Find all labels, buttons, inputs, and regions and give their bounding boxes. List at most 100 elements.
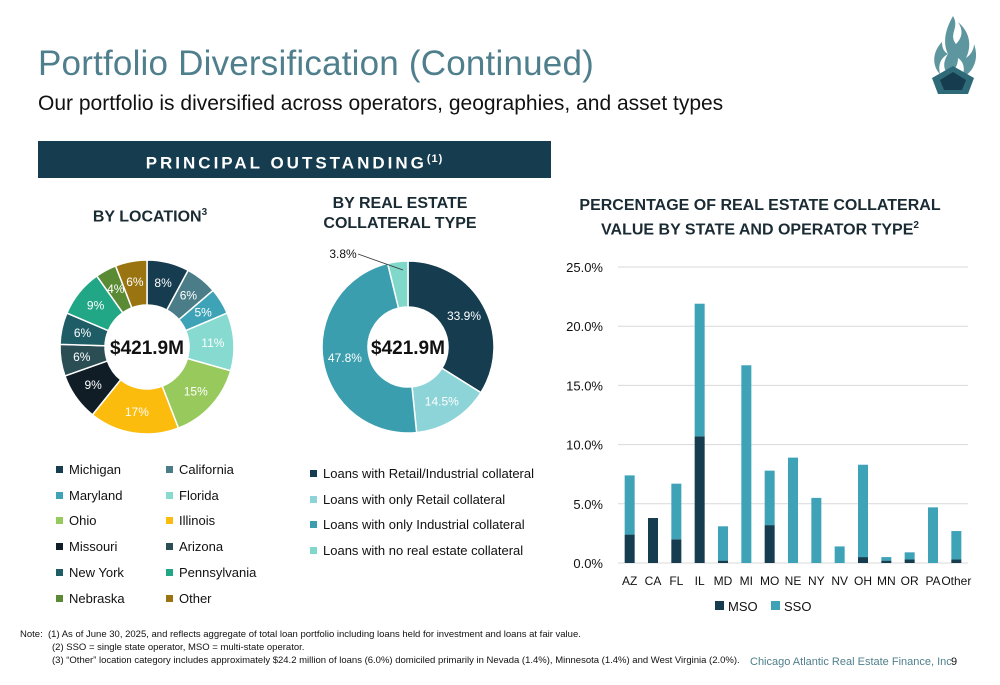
x-tick-label-il: IL — [695, 574, 705, 588]
slice-label-nebraska: 4% — [107, 282, 125, 296]
bar-mso-il — [694, 436, 705, 563]
note-line-2: (2) SSO = single state operator, MSO = m… — [52, 642, 305, 653]
bar-sso-pa — [928, 507, 938, 563]
legend-label: Loans with no real estate collateral — [323, 543, 524, 558]
state-chart-title: PERCENTAGE OF REAL ESTATE COLLATERAL VAL… — [570, 196, 950, 240]
slice-label-new-york: 6% — [74, 326, 92, 340]
slice-label-loans-with-only-retail-collateral: 14.5% — [425, 394, 459, 408]
footnotes: Note: (1) As of June 30, 2025, and refle… — [20, 628, 740, 667]
legend-item-loans-with-only-industrial-collateral: Loans with only Industrial collateral — [310, 517, 525, 532]
slice-loans-with-retail-industrial-collateral — [407, 260, 495, 394]
bar-sso-mn — [881, 557, 892, 561]
bar-sso-ny — [811, 497, 822, 563]
legend-swatch — [166, 543, 173, 551]
bar-sso-other — [951, 531, 962, 560]
legend-swatch — [310, 547, 317, 554]
legend-swatch — [56, 594, 63, 602]
leader-line-loans-with-no-real-estate-collateral — [357, 253, 404, 271]
legend-label-sso: SSO — [784, 599, 811, 614]
legend-swatch-sso — [771, 601, 780, 610]
page-subtitle: Our portfolio is diversified across oper… — [38, 92, 724, 115]
slice-label-loans-with-only-industrial-collateral: 47.8% — [328, 351, 362, 365]
legend-label: Illinois — [179, 513, 216, 529]
legend-item-nebraska: Nebraska — [56, 591, 125, 606]
legend-label: Maryland — [69, 487, 123, 503]
legend-label: New York — [69, 564, 124, 580]
legend-swatch — [166, 568, 173, 576]
slice-label-florida: 11% — [201, 336, 224, 350]
slice-label-california: 6% — [180, 289, 198, 303]
legend-label: Other — [179, 590, 212, 606]
legend-item-ohio: Ohio — [56, 513, 96, 528]
slice-label-ohio: 15% — [184, 384, 208, 398]
location-donut-chart: 8%6%5%11%15%17%9%6%6%9%4% 6%$421.9M — [59, 259, 235, 435]
legend-label: Florida — [179, 487, 219, 503]
slice-label-arizona: 6% — [73, 350, 91, 364]
bar-sso-or — [904, 552, 915, 560]
legend-label: Ohio — [69, 513, 97, 529]
bar-mso-ca — [648, 518, 658, 563]
collateral-chart-title: BY REAL ESTATE COLLATERAL TYPE — [323, 195, 477, 232]
x-tick-label-pa: PA — [925, 574, 940, 588]
legend-swatch — [310, 521, 317, 528]
legend-label: California — [179, 462, 234, 477]
bar-mso-or — [904, 559, 915, 563]
collateral-donut-chart: 33.9% 14.5% 47.8% 3.8% $421.9M — [321, 247, 495, 434]
y-tick-label: 10.0% — [566, 438, 603, 453]
slice-label-illinois: 17% — [125, 405, 149, 419]
slice-label-loans-with-retail-industrial-collateral: 33.9% — [447, 309, 481, 323]
legend-item-missouri: Missouri — [56, 539, 117, 554]
note-1-text: (1) As of June 30, 2025, and reflects ag… — [48, 629, 581, 640]
legend-label: Pennsylvania — [179, 564, 257, 580]
page-title: Portfolio Diversification (Continued) — [38, 44, 594, 83]
legend-item-loans-with-retail-industrial-collateral: Loans with Retail/Industrial collateral — [310, 466, 534, 481]
x-tick-label-nv: NV — [831, 574, 848, 588]
legend-label: Loans with only Industrial collateral — [323, 517, 525, 532]
legend-item-other: Other — [166, 591, 212, 606]
slice-label-michigan: 8% — [154, 276, 172, 290]
slice-label-maryland: 5% — [194, 305, 212, 319]
slice-label-other: 6% — [126, 275, 144, 289]
bar-sso-fl — [671, 483, 682, 540]
x-tick-label-fl: FL — [669, 574, 683, 588]
state-title-sup: 2 — [913, 220, 919, 231]
legend-swatch — [166, 491, 173, 499]
page-number: 9 — [951, 656, 958, 668]
bar-mso-oh — [858, 557, 868, 563]
x-tick-label-ny: NY — [808, 574, 825, 588]
bar-sso-md — [718, 526, 728, 561]
bar-sso-nv — [834, 546, 845, 563]
flame-crest-icon — [928, 14, 978, 96]
location-chart-title: BY LOCATION3 — [60, 203, 240, 227]
bar-mso-fl — [671, 539, 682, 563]
bar-sso-mo — [764, 470, 775, 526]
legend-item-california: California — [166, 462, 234, 477]
legend-label: Loans with Retail/Industrial collateral — [323, 466, 534, 481]
legend-swatch — [56, 517, 63, 525]
y-tick-label: 20.0% — [566, 319, 603, 334]
x-tick-label-mi: MI — [740, 574, 753, 588]
bar-sso-az — [624, 475, 635, 535]
slice-loans-with-no-real-estate-collateral — [386, 260, 409, 310]
legend-label: Michigan — [69, 462, 122, 477]
bar-sso-mi — [741, 365, 752, 563]
legend-item-pennsylvania: Pennsylvania — [166, 565, 256, 580]
legend-swatch — [56, 543, 63, 551]
y-tick-label: 0.0% — [573, 556, 603, 571]
legend-item-florida: Florida — [166, 488, 219, 503]
legend-swatch — [166, 594, 173, 602]
y-tick-label: 5.0% — [573, 497, 603, 512]
legend-item-loans-with-only-retail-collateral: Loans with only Retail collateral — [310, 492, 505, 507]
legend-label: Missouri — [69, 539, 118, 555]
note-line-1: Note: (1) As of June 30, 2025, and refle… — [20, 628, 740, 641]
legend-swatch — [56, 466, 63, 473]
donut-center-total: $421.9M — [110, 338, 184, 359]
legend-swatch-mso — [715, 601, 724, 610]
donut-center-total: $421.9M — [371, 338, 445, 359]
x-tick-label-mo: MO — [760, 574, 779, 588]
location-title-text: BY LOCATION — [92, 208, 202, 226]
bar-mso-other — [951, 559, 962, 563]
legend-swatch — [166, 517, 173, 525]
bar-sso-oh — [858, 464, 868, 558]
x-tick-label-ca: CA — [645, 574, 662, 588]
